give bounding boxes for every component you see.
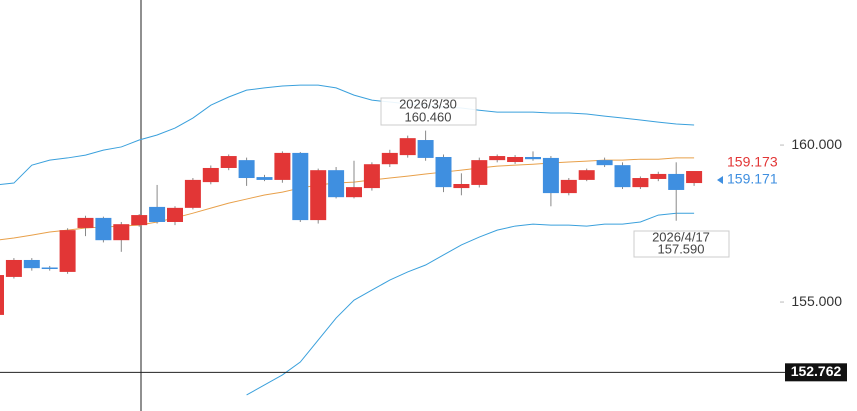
candle-body <box>668 173 685 190</box>
candle-body <box>131 215 148 226</box>
candle-body <box>184 179 201 208</box>
candle-body <box>0 275 4 315</box>
candle-body <box>59 230 76 272</box>
low-marker-box <box>633 230 730 258</box>
candle-body <box>310 170 327 221</box>
candle-body <box>202 167 219 183</box>
candle-body <box>560 179 577 194</box>
candle-body <box>686 171 703 184</box>
candle-body <box>507 156 524 163</box>
crosshair-price-label: 152.762 <box>791 363 842 379</box>
candle-body <box>95 217 112 241</box>
low-marker-price: 157.590 <box>658 241 705 256</box>
candle-body <box>238 160 255 179</box>
indicator-line <box>0 84 695 186</box>
candle-body <box>578 170 595 180</box>
low-marker-date: 2026/4/17 <box>652 229 710 244</box>
high-marker-date: 2026/3/30 <box>399 96 457 111</box>
candle-body <box>471 160 488 185</box>
high-marker-price: 160.460 <box>405 109 452 124</box>
candle-body <box>632 178 649 188</box>
candle-body <box>274 152 291 180</box>
candle-body <box>149 206 166 222</box>
candle-body <box>167 207 183 222</box>
candle-body <box>453 183 470 189</box>
candle-body <box>417 140 434 158</box>
candle-body <box>435 156 452 188</box>
candle-body <box>614 165 631 188</box>
candle-body <box>23 259 40 269</box>
candle-body <box>5 259 22 277</box>
candle-body <box>113 224 130 241</box>
candle-body <box>650 173 667 179</box>
last-bid-label: 159.171 <box>727 171 778 187</box>
candle-body <box>399 138 416 156</box>
candle-body <box>41 267 58 270</box>
candle-body <box>381 152 398 165</box>
candle-body <box>292 152 309 221</box>
indicator-line <box>0 157 695 241</box>
candle-body <box>596 160 613 166</box>
candle-body <box>328 170 345 198</box>
y-tick-label: 160.000 <box>791 136 842 152</box>
bid-arrow <box>717 176 723 184</box>
plot <box>0 84 703 396</box>
last-ask-label: 159.173 <box>727 154 778 170</box>
candle-body <box>542 157 559 194</box>
candle-body <box>346 187 362 198</box>
indicator-line <box>246 212 695 396</box>
y-tick-label: 155.000 <box>791 293 842 309</box>
high-marker-box <box>380 97 477 126</box>
candle-body <box>363 164 380 189</box>
candle-body <box>256 177 273 180</box>
candle-body <box>220 156 237 168</box>
candle-body <box>525 156 541 160</box>
candle-body <box>77 217 94 228</box>
crosshair-price-box <box>785 363 847 382</box>
candle-body <box>489 156 506 161</box>
